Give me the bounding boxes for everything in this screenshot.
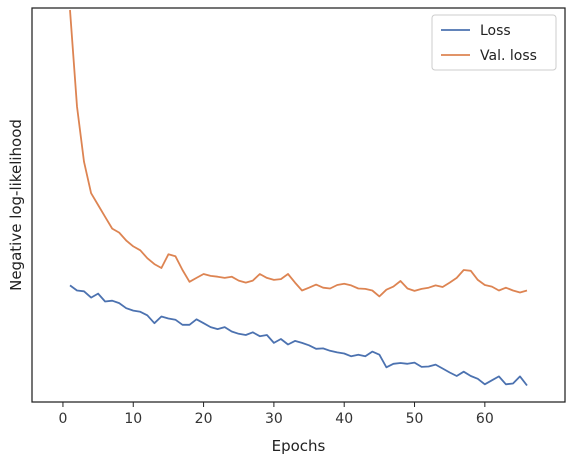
legend-label-val-loss: Val. loss — [480, 48, 537, 64]
series-line-loss — [69, 284, 528, 387]
series-lines — [69, 9, 528, 387]
x-tick-label: 10 — [124, 411, 142, 427]
x-tick-label: 40 — [335, 411, 353, 427]
series-line-val-loss — [69, 9, 528, 298]
legend: Loss Val. loss — [431, 14, 557, 71]
x-tick-label: 50 — [406, 411, 424, 427]
x-tick-label: 60 — [476, 411, 494, 427]
y-axis-label: Negative log-likelihood — [7, 119, 25, 291]
legend-box — [431, 14, 557, 71]
x-axis-label: Epochs — [272, 437, 326, 455]
x-axis-ticks: 0 10 20 30 40 50 60 — [58, 402, 494, 427]
plot-frame — [31, 7, 566, 403]
legend-label-loss: Loss — [480, 23, 511, 39]
x-tick-label: 0 — [58, 411, 67, 427]
x-tick-label: 20 — [195, 411, 213, 427]
x-tick-label: 30 — [265, 411, 283, 427]
